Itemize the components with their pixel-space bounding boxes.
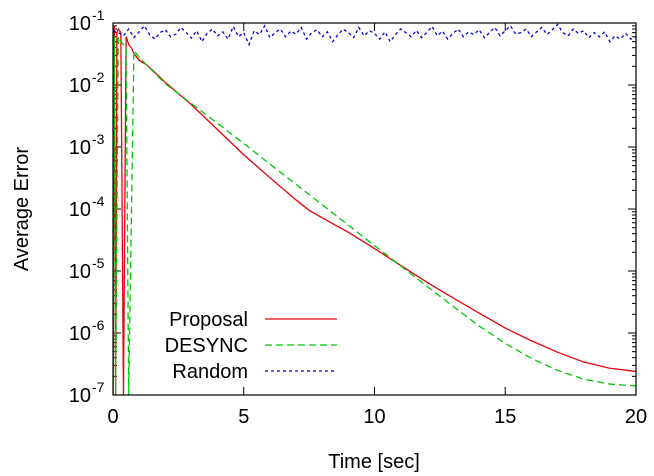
y-tick-exponent: -5 <box>92 255 105 271</box>
x-tick-label: 0 <box>107 406 118 428</box>
y-tick-label: 10 <box>69 323 91 345</box>
x-tick-label: 20 <box>625 406 647 428</box>
legend-label-desync: DESYNC <box>165 335 248 357</box>
y-tick-exponent: -1 <box>92 7 105 23</box>
y-tick-exponent: -6 <box>92 317 105 333</box>
y-tick-exponent: -7 <box>92 379 105 395</box>
series-line-proposal <box>113 25 636 395</box>
y-tick-label: 10 <box>69 137 91 159</box>
legend-label-proposal: Proposal <box>169 309 248 331</box>
y-tick-exponent: -2 <box>92 69 105 85</box>
series-line-random <box>113 23 636 47</box>
x-tick-label: 15 <box>494 406 516 428</box>
y-tick-exponent: -4 <box>92 193 105 209</box>
y-tick-exponent: -3 <box>92 131 105 147</box>
y-axis-title: Average Error <box>11 147 33 271</box>
y-tick-label: 10 <box>69 261 91 283</box>
y-tick-label: 10 <box>69 75 91 97</box>
series-lines <box>113 23 636 395</box>
legend: Proposal DESYNC Random <box>165 309 337 383</box>
legend-label-random: Random <box>172 361 248 383</box>
x-tick-label: 10 <box>363 406 385 428</box>
x-tick-label: 5 <box>238 406 249 428</box>
y-tick-label: 10 <box>69 385 91 407</box>
y-tick-label: 10 <box>69 13 91 35</box>
plot-frame <box>112 22 637 396</box>
x-axis-title: Time [sec] <box>328 451 420 473</box>
y-tick-label: 10 <box>69 199 91 221</box>
